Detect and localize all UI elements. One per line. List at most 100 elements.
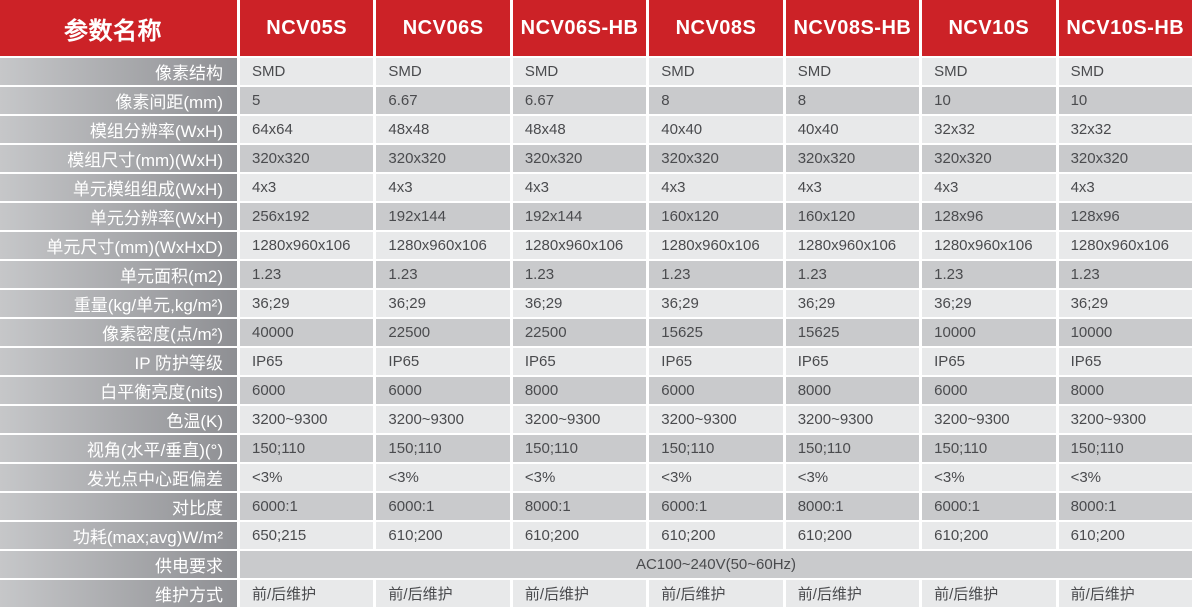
spec-cell: 150;110 xyxy=(512,435,647,462)
table-row: 单元面积(m2) 1.23 1.23 1.23 1.23 1.23 1.23 1.23 xyxy=(0,261,1192,288)
spec-cell: <3% xyxy=(649,464,783,491)
spec-cell: 320x320 xyxy=(1058,145,1192,172)
spec-cell: 8000:1 xyxy=(512,493,647,520)
spec-cell: 40000 xyxy=(240,319,374,346)
spec-cell: 6000:1 xyxy=(240,493,374,520)
spec-cell: 6.67 xyxy=(376,87,510,114)
spec-cell: 1.23 xyxy=(240,261,374,288)
spec-cell: 6000:1 xyxy=(922,493,1056,520)
spec-cell: <3% xyxy=(1058,464,1192,491)
param-label: 单元面积(m2) xyxy=(0,261,237,288)
spec-cell-merged: AC100~240V(50~60Hz) xyxy=(240,551,1192,578)
spec-cell: 48x48 xyxy=(512,116,647,143)
table-row: 模组尺寸(mm)(WxH) 320x320 320x320 320x320 320x32… xyxy=(0,145,1192,172)
spec-cell: SMD xyxy=(649,58,783,85)
spec-cell: 610;200 xyxy=(376,522,510,549)
spec-cell: 4x3 xyxy=(376,174,510,201)
param-label: 重量(kg/单元,kg/m²) xyxy=(0,290,237,317)
spec-cell: 15625 xyxy=(785,319,920,346)
spec-cell: 1.23 xyxy=(922,261,1056,288)
spec-cell: 6000:1 xyxy=(649,493,783,520)
spec-cell: 64x64 xyxy=(240,116,374,143)
spec-cell: 150;110 xyxy=(376,435,510,462)
column-header-ncv08s: NCV08S xyxy=(649,0,783,56)
spec-cell: 前/后维护 xyxy=(376,580,510,607)
spec-cell: 128x96 xyxy=(922,203,1056,230)
spec-cell: 36;29 xyxy=(922,290,1056,317)
spec-cell: 10 xyxy=(1058,87,1192,114)
spec-cell: 3200~9300 xyxy=(1058,406,1192,433)
table-row: 对比度 6000:1 6000:1 8000:1 6000:1 8000:1 6000:1 8… xyxy=(0,493,1192,520)
spec-cell: <3% xyxy=(512,464,647,491)
table-row: 像素间距(mm) 5 6.67 6.67 8 8 10 10 xyxy=(0,87,1192,114)
param-label: 模组尺寸(mm)(WxH) xyxy=(0,145,237,172)
spec-cell: <3% xyxy=(240,464,374,491)
param-label: 白平衡亮度(nits) xyxy=(0,377,237,404)
spec-cell: 610;200 xyxy=(922,522,1056,549)
spec-cell: 8 xyxy=(785,87,920,114)
spec-cell: 6000 xyxy=(376,377,510,404)
spec-cell: 1280x960x106 xyxy=(649,232,783,259)
table-row: 色温(K) 3200~9300 3200~9300 3200~9300 3200~930… xyxy=(0,406,1192,433)
spec-cell: IP65 xyxy=(240,348,374,375)
spec-cell: 48x48 xyxy=(376,116,510,143)
spec-cell: 320x320 xyxy=(649,145,783,172)
param-label: 单元尺寸(mm)(WxHxD) xyxy=(0,232,237,259)
table-row: 像素密度(点/m²) 40000 22500 22500 15625 15625 10000… xyxy=(0,319,1192,346)
spec-cell: 36;29 xyxy=(649,290,783,317)
spec-cell: 320x320 xyxy=(922,145,1056,172)
table-row: 白平衡亮度(nits) 6000 6000 8000 6000 8000 6000 8000 xyxy=(0,377,1192,404)
spec-cell: 36;29 xyxy=(785,290,920,317)
table-row: 像素结构 SMD SMD SMD SMD SMD SMD SMD xyxy=(0,58,1192,85)
spec-cell: 8 xyxy=(649,87,783,114)
param-name-header: 参数名称 xyxy=(0,0,237,56)
spec-cell: 1.23 xyxy=(1058,261,1192,288)
spec-cell: <3% xyxy=(785,464,920,491)
spec-cell: 36;29 xyxy=(1058,290,1192,317)
param-label: 功耗(max;avg)W/m² xyxy=(0,522,237,549)
spec-cell: 6000 xyxy=(922,377,1056,404)
spec-cell: 160x120 xyxy=(785,203,920,230)
spec-cell: 10000 xyxy=(1058,319,1192,346)
spec-cell: 8000:1 xyxy=(785,493,920,520)
table-row: 维护方式 前/后维护 前/后维护 前/后维护 前/后维护 前/后维护 前/后维护 前/后维护 xyxy=(0,580,1192,607)
spec-cell: 320x320 xyxy=(376,145,510,172)
spec-cell: 8000 xyxy=(1058,377,1192,404)
param-label: 像素间距(mm) xyxy=(0,87,237,114)
table-row: 发光点中心距偏差 <3% <3% <3% <3% <3% <3% <3% xyxy=(0,464,1192,491)
table-row: 功耗(max;avg)W/m² 650;215 610;200 610;200 610;… xyxy=(0,522,1192,549)
spec-cell: 128x96 xyxy=(1058,203,1192,230)
spec-cell: 150;110 xyxy=(240,435,374,462)
spec-cell: 前/后维护 xyxy=(785,580,920,607)
spec-cell: 4x3 xyxy=(922,174,1056,201)
spec-cell: 10000 xyxy=(922,319,1056,346)
spec-cell: 610;200 xyxy=(1058,522,1192,549)
spec-cell: 1280x960x106 xyxy=(376,232,510,259)
spec-cell: 40x40 xyxy=(785,116,920,143)
table-body: 像素结构 SMD SMD SMD SMD SMD SMD SMD 像素间距(mm) 5 6.67 6.… xyxy=(0,58,1192,607)
spec-cell: 320x320 xyxy=(512,145,647,172)
param-label: 像素密度(点/m²) xyxy=(0,319,237,346)
spec-cell: IP65 xyxy=(649,348,783,375)
spec-cell: 160x120 xyxy=(649,203,783,230)
spec-cell: 320x320 xyxy=(785,145,920,172)
spec-cell: SMD xyxy=(922,58,1056,85)
spec-cell: 4x3 xyxy=(1058,174,1192,201)
spec-cell: 32x32 xyxy=(1058,116,1192,143)
table-header-row: 参数名称 NCV05S NCV06S NCV06S-HB NCV08S NCV08S-H… xyxy=(0,0,1192,56)
spec-cell: 22500 xyxy=(512,319,647,346)
spec-cell: 8000 xyxy=(785,377,920,404)
spec-cell: 6000:1 xyxy=(376,493,510,520)
param-label: 模组分辨率(WxH) xyxy=(0,116,237,143)
param-label: 单元模组组成(WxH) xyxy=(0,174,237,201)
param-label: 视角(水平/垂直)(°) xyxy=(0,435,237,462)
spec-cell: 192x144 xyxy=(512,203,647,230)
spec-cell: 150;110 xyxy=(1058,435,1192,462)
spec-cell: SMD xyxy=(240,58,374,85)
spec-cell: 40x40 xyxy=(649,116,783,143)
spec-cell: 8000:1 xyxy=(1058,493,1192,520)
table-row: 视角(水平/垂直)(°) 150;110 150;110 150;110 150;110… xyxy=(0,435,1192,462)
spec-cell: 6.67 xyxy=(512,87,647,114)
spec-cell: 1280x960x106 xyxy=(512,232,647,259)
